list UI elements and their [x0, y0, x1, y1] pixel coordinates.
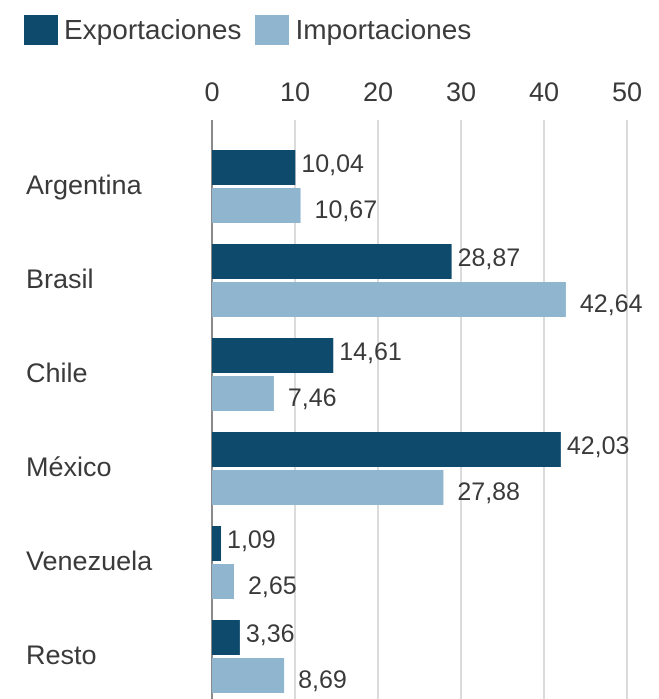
value-label: 28,87: [458, 244, 521, 272]
bar-exportaciones: [212, 432, 561, 467]
bar-exportaciones: [212, 338, 334, 373]
value-label: 1,09: [227, 526, 276, 554]
bar-exportaciones: [212, 526, 222, 561]
x-tick-label: 50: [612, 77, 642, 107]
value-label: 8,69: [298, 666, 347, 694]
value-labels: 10,04 10,67 28,87 42,64 14,617,46 42,03 27,88 1…: [227, 150, 643, 694]
legend: Exportaciones Importaciones: [24, 14, 485, 46]
bars: [212, 150, 566, 693]
value-label: 2,65: [248, 572, 297, 600]
category-label: Argentina: [26, 170, 143, 200]
value-label: 42,64: [580, 290, 643, 318]
bar-importaciones: [212, 282, 566, 317]
bar-exportaciones: [212, 244, 452, 279]
x-axis-ticks: 0 10 20 30 40 50: [204, 77, 642, 107]
legend-item-exportaciones: Exportaciones: [24, 14, 241, 46]
value-label: 7,46: [288, 384, 337, 412]
bar-importaciones: [212, 376, 274, 411]
value-label: 10,67: [315, 196, 378, 224]
bar-importaciones: [212, 188, 301, 223]
legend-label-exportaciones: Exportaciones: [64, 14, 242, 45]
category-label: México: [26, 452, 112, 482]
x-tick-label: 30: [446, 77, 476, 107]
legend-item-importaciones: Importaciones: [255, 14, 471, 46]
x-tick-label: 20: [363, 77, 393, 107]
value-label: 42,03: [567, 432, 630, 460]
category-label: Brasil: [26, 264, 94, 294]
bar-importaciones: [212, 564, 234, 599]
value-label: 3,36: [246, 620, 295, 648]
legend-swatch-exportaciones: [24, 15, 58, 45]
bar-importaciones: [212, 470, 444, 505]
category-label: Venezuela: [26, 546, 153, 576]
value-label: 10,04: [301, 150, 364, 178]
value-label: 14,61: [339, 338, 402, 366]
bar-exportaciones: [212, 620, 240, 655]
x-tick-label: 10: [280, 77, 310, 107]
category-labels: Argentina Brasil Chile México Venezuela Resto: [26, 170, 153, 670]
bar-importaciones: [212, 658, 285, 693]
x-tick-label: 0: [204, 77, 219, 107]
legend-swatch-importaciones: [255, 15, 290, 45]
bar-exportaciones: [212, 150, 296, 185]
value-label: 27,88: [457, 478, 520, 506]
x-tick-label: 40: [529, 77, 559, 107]
legend-label-importaciones: Importaciones: [295, 14, 472, 45]
category-label: Chile: [26, 358, 88, 388]
category-label: Resto: [26, 640, 97, 670]
